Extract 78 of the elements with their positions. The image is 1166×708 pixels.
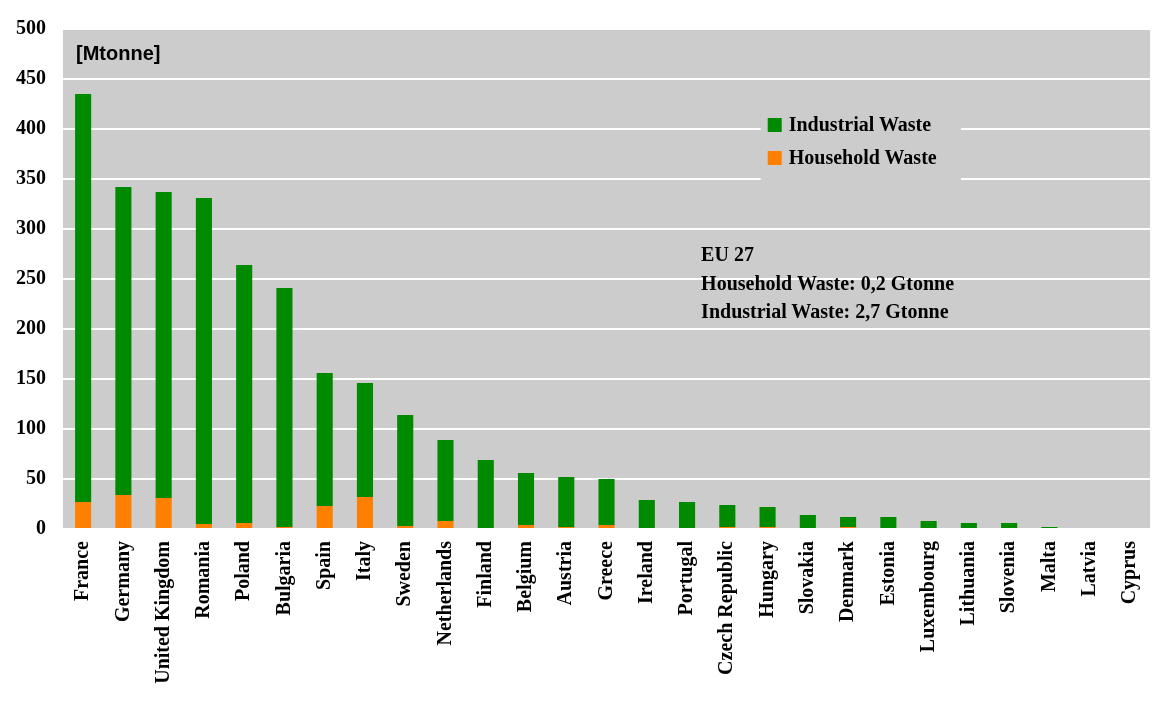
bar: [356, 497, 374, 528]
x-tick-label: Spain: [311, 541, 335, 590]
x-tick-label: Lithuania: [956, 541, 979, 626]
bar: [960, 523, 977, 528]
x-tick-label: Austria: [553, 541, 576, 606]
x-tick-label: Ireland: [633, 541, 656, 604]
bar: [1001, 523, 1018, 528]
x-tick-label: Poland: [231, 541, 254, 602]
x-tick-label: Italy: [352, 541, 376, 581]
annotation: EU 27: [701, 243, 754, 266]
x-tick-label: Malta: [1036, 541, 1059, 593]
bar: [598, 525, 615, 528]
x-tick-label: Belgium: [513, 540, 537, 613]
x-tick-label: Slovenia: [996, 541, 1019, 614]
y-tick-label: 150: [16, 366, 46, 389]
bar: [75, 94, 92, 502]
bar: [558, 477, 575, 527]
bar: [356, 383, 374, 497]
x-tick-label: United Kingdom: [150, 540, 174, 684]
y-tick-label: 250: [16, 266, 46, 289]
x-tick-label: Greece: [593, 540, 616, 601]
bar: [115, 187, 132, 495]
bar: [155, 192, 172, 498]
x-tick-label: Slovakia: [795, 541, 818, 615]
bar: [236, 265, 253, 523]
bar: [477, 460, 494, 528]
bar: [316, 506, 333, 528]
y-tick-label: 300: [16, 216, 46, 239]
bar: [679, 502, 696, 528]
y-tick-label: 350: [16, 166, 46, 189]
y-tick-label: 0: [36, 516, 46, 539]
bar: [437, 521, 454, 528]
y-tick-label: 450: [16, 66, 46, 89]
bar: [759, 507, 776, 527]
y-tick-label: 200: [16, 316, 46, 339]
bar: [840, 517, 857, 527]
x-tick-label: Bulgaria: [271, 541, 295, 616]
bar: [195, 198, 212, 524]
bar: [920, 521, 937, 528]
bar: [880, 517, 897, 528]
bar: [517, 525, 535, 528]
bar: [437, 440, 454, 521]
x-tick-label: Sweden: [392, 541, 415, 607]
x-tick-label: France: [70, 540, 93, 601]
bar: [155, 498, 172, 528]
y-tick-label: 50: [26, 466, 46, 489]
x-tick-label: Denmark: [835, 540, 858, 623]
x-tick-label: Hungary: [754, 541, 778, 618]
x-tick-label: Czech Republic: [714, 540, 738, 675]
legend-label: Industrial Waste: [788, 113, 932, 136]
y-tick-label: 500: [16, 16, 46, 39]
bar: [517, 473, 535, 525]
bar: [236, 523, 253, 528]
x-tick-label: Portugal: [674, 540, 698, 616]
bar: [115, 495, 132, 528]
annotation: Household Waste: 0,2 Gtonne: [701, 271, 955, 294]
bar: [638, 500, 655, 528]
x-tick-label: Latvia: [1076, 541, 1099, 597]
x-tick-label: Finland: [472, 541, 495, 608]
x-tick-label: Netherlands: [432, 540, 455, 646]
x-tick-label: Cyprus: [1117, 540, 1141, 605]
bar: [799, 515, 816, 528]
y-axis-title: [Mtonne]: [76, 41, 161, 64]
bar: [316, 373, 333, 506]
x-tick-label: Estonia: [875, 541, 898, 606]
x-tick-label: Romania: [191, 541, 214, 619]
x-tick-label: Luxembourg: [915, 541, 939, 653]
bar: [276, 288, 293, 527]
bar: [75, 502, 92, 528]
y-tick-label: 100: [16, 416, 46, 439]
y-tick-label: 400: [16, 116, 46, 139]
bar: [598, 479, 615, 525]
bar: [195, 524, 212, 528]
x-tick-label: Germany: [110, 541, 134, 623]
legend-label: Household Waste: [788, 146, 937, 169]
bar: [397, 415, 414, 526]
bar: [719, 505, 736, 527]
annotation: Industrial Waste: 2,7 Gtonne: [701, 300, 949, 323]
